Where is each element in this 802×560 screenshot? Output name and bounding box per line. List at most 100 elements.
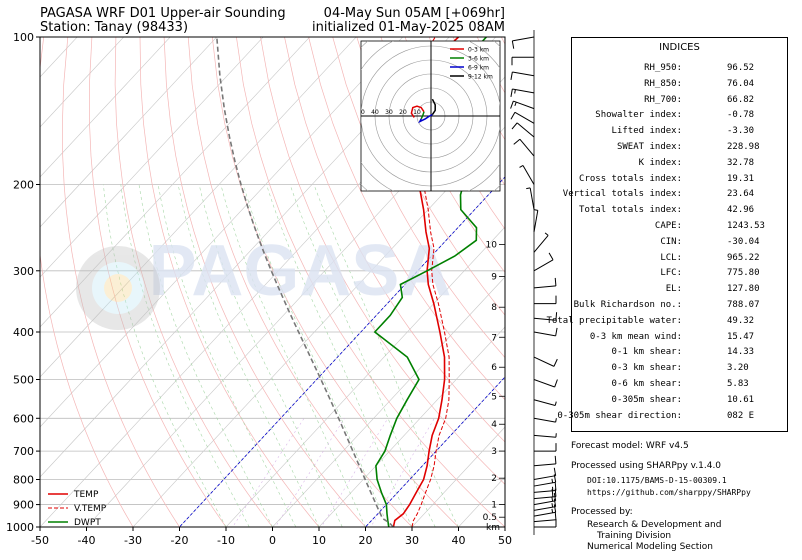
moist-adiabat [157,184,297,527]
height-label: 5 [491,392,497,402]
barb-flag [555,327,558,336]
index-row: RH_850: 76.04 [572,78,787,90]
index-row: Cross totals index: 19.31 [572,173,787,185]
x-tick-label: 20 [359,534,373,547]
height-label: 3 [491,447,497,457]
height-label: 2 [491,474,497,484]
barb-flag [553,504,557,513]
barb-flag [554,511,557,520]
moist-adiabat [313,184,459,527]
index-row: 0-1 km shear: 14.33 [572,346,787,358]
isotherm [40,37,404,428]
legend-label: V.TEMP [74,504,107,514]
index-row: 0-3 km mean wind: 15.47 [572,331,787,343]
index-value: 775.80 [727,268,760,279]
wind-barb [533,455,557,467]
index-value: 788.07 [727,300,760,310]
wind-barb [510,71,535,80]
wind-barb [533,417,557,423]
dry-adiabat [114,37,273,527]
barb-flag [553,467,557,476]
indices-panel: INDICES RH_950: 96.52 RH_850: 76.04 RH_700: 6… [547,37,788,432]
barb-shaft [533,417,556,423]
moist-adiabat [138,184,273,527]
moist-adiabat [120,184,250,527]
barb-shaft [533,475,556,481]
footer-processed-by: Processed by: [571,507,633,517]
hodograph-legend-label: 3-6 km [468,56,489,63]
isotherm [40,37,125,128]
dry-adiabat [284,37,505,443]
index-value: 3.20 [727,363,749,374]
chart-title: PAGASA WRF D01 Upper-air Sounding [40,6,286,21]
hodograph-ring-label: 50 [357,109,365,116]
wind-barb [534,443,557,452]
index-label: SWEAT index: [616,142,682,152]
barb-shaft [512,88,535,94]
wind-barb [534,519,557,528]
dry-adiabat [40,37,134,527]
height-unit: km [486,523,500,533]
dry-adiabat [211,37,459,527]
y-tick-label: 100 [13,31,34,44]
index-row: 0-3 km shear: 3.20 [572,362,787,374]
barb-shaft [522,165,535,185]
index-label: 0-305m shear: [611,394,682,405]
barb-shaft [533,285,556,289]
index-row: RH_700: 66.82 [572,94,787,106]
x-tick-label: 0 [269,534,276,547]
hodograph-trace [410,105,425,118]
valid-time: 04-May Sun 05AM [+069hr] [323,6,505,21]
index-label: Showalter index: [595,110,682,121]
index-row: 0-6 km shear: 5.83 [572,378,787,390]
index-value: 228.98 [727,142,760,152]
y-tick-label: 300 [13,265,34,278]
wind-barb [533,488,557,500]
dry-adiabat [163,37,366,527]
height-label: 10 [486,240,498,250]
footer-url[interactable]: https://github.com/sharppy/SHARPpy [587,488,751,497]
barb-half-flag [519,165,524,168]
barb-shaft [533,331,556,337]
index-label: RH_950: [644,63,682,73]
wind-barb [510,100,535,110]
isotherm [40,37,264,278]
hodograph-ring-label: 10 [413,109,421,116]
index-value: 082 E [727,410,755,421]
index-row: LCL: 965.22 [572,252,787,264]
index-label: 0-6 km shear: [611,379,682,389]
hodograph-legend-label: 0-3 km [468,47,489,54]
index-label: K index: [638,157,682,168]
barb-shaft [533,500,556,506]
index-label: EL: [665,284,682,295]
index-row: EL: 127.80 [572,283,787,295]
index-label: CAPE: [654,221,682,231]
index-value: 76.04 [727,78,755,89]
wind-barb [519,165,535,185]
barb-half-flag [554,401,557,406]
height-label: 4 [491,420,497,430]
barb-shaft [533,511,556,517]
barb-shaft [533,481,556,487]
index-value: 42.96 [727,205,755,216]
wind-barb [533,399,557,406]
barb-shaft [512,36,535,42]
barb-shaft [533,506,556,511]
height-labels: 10 9 8 7 6 5 4 3 2 1 0.5 [483,240,505,523]
footer-org3: Numerical Modeling Section [587,542,714,552]
footer-org1: Research & Development and [587,520,722,530]
index-label: Cross totals index: [579,173,682,184]
barb-shaft [533,235,549,253]
index-value: 15.47 [727,331,755,342]
index-value: -0.78 [727,110,755,121]
moist-adiabat [103,184,227,527]
barb-flag [555,312,558,321]
barb-flag [511,40,515,49]
barb-shaft [533,434,556,438]
wind-barb [533,433,557,438]
index-value: 96.52 [727,63,755,73]
init-time: initialized 01-May-2025 08AM [311,20,505,35]
barb-shaft [533,210,539,233]
x-tick-label: 40 [452,534,466,547]
height-label: 1 [491,501,497,511]
